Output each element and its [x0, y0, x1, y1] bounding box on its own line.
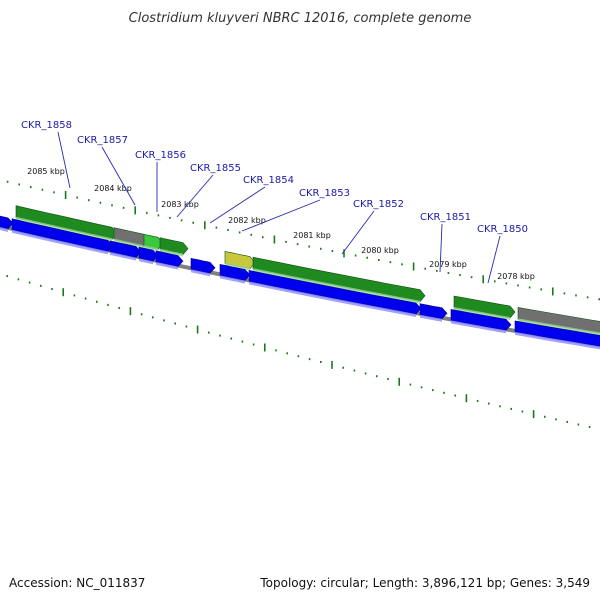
tick-label-2083: 2083 kbp — [161, 200, 199, 209]
gene-label-ckr-1858[interactable]: CKR_1858 — [21, 120, 72, 131]
label-leader — [57, 131, 71, 189]
gray-gene-shadow — [518, 318, 600, 336]
tick-label-2079: 2079 kbp — [429, 260, 467, 269]
reverse-gene-shadow — [420, 314, 442, 322]
reverse-gene-shadow — [0, 227, 8, 232]
reverse-gene-shadow — [220, 275, 245, 284]
tick-label-2084: 2084 kbp — [94, 184, 132, 193]
reverse-gene-shadow — [139, 258, 153, 265]
accession-text: Accession: NC_011837 — [9, 576, 145, 590]
label-leader — [209, 186, 266, 224]
reverse-gene — [190, 257, 216, 274]
reverse-gene-shadow — [191, 269, 210, 277]
reverse-gene-shadow — [515, 331, 600, 350]
genome-summary-text: Topology: circular; Length: 3,896,121 bp… — [259, 576, 590, 590]
label-leader — [439, 223, 443, 273]
forward-gene-shadow — [16, 216, 112, 242]
gray-gene-shadow — [114, 238, 144, 249]
outer-tick-ring — [6, 180, 600, 301]
label-leader — [241, 199, 321, 232]
reverse-gene-shadow — [156, 261, 178, 270]
reverse-gene-shadow — [451, 320, 506, 334]
reverse-strand-genes — [0, 215, 600, 350]
gene-labels: CKR_1858 CKR_1857 CKR_1856 CKR_1855 CKR_… — [21, 120, 528, 235]
forward-gene-shadow — [454, 307, 510, 320]
tick-label-2081: 2081 kbp — [293, 231, 331, 240]
gene-label-ckr-1852[interactable]: CKR_1852 — [353, 199, 404, 210]
tick-label-2078: 2078 kbp — [497, 272, 535, 281]
gene-label-ckr-1856[interactable]: CKR_1856 — [135, 150, 186, 161]
reverse-gene-shadow — [110, 251, 136, 261]
tick-labels: 2085 kbp 2084 kbp 2083 kbp 2082 kbp 2081 kbp… — [27, 167, 535, 281]
reverse-gene — [0, 215, 14, 230]
tick-label-2085: 2085 kbp — [27, 167, 65, 176]
label-leader — [176, 174, 214, 218]
rna-gene-shadow — [225, 262, 250, 271]
gene-label-ckr-1855[interactable]: CKR_1855 — [190, 163, 241, 174]
inner-tick-ring — [6, 275, 600, 434]
label-leader — [341, 210, 375, 255]
label-leader — [101, 146, 136, 206]
map-title: Clostridium kluyveri NBRC 12016, complet… — [129, 11, 472, 26]
gene-label-ckr-1854[interactable]: CKR_1854 — [243, 175, 294, 186]
gene-label-leaders — [57, 131, 501, 284]
gene-label-ckr-1853[interactable]: CKR_1853 — [299, 188, 350, 199]
reverse-gene — [248, 270, 422, 315]
reverse-gene-shadow — [12, 229, 108, 255]
forward-gene-light-shadow — [144, 245, 158, 252]
reverse-gene-shadow — [249, 281, 416, 317]
label-leader — [487, 235, 501, 284]
tick-label-2080: 2080 kbp — [361, 246, 399, 255]
tick-label-2082: 2082 kbp — [228, 216, 266, 225]
forward-strand-genes — [15, 205, 600, 336]
gene-label-ckr-1851[interactable]: CKR_1851 — [420, 212, 471, 223]
forward-gene-shadow — [253, 268, 420, 304]
reverse-gene — [219, 264, 251, 281]
gene-label-ckr-1857[interactable]: CKR_1857 — [77, 135, 128, 146]
forward-gene-shadow — [160, 248, 183, 257]
gene-label-ckr-1850[interactable]: CKR_1850 — [477, 224, 528, 235]
